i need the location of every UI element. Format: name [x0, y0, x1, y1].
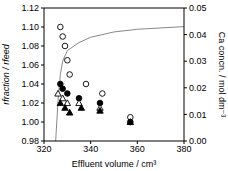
svg-text:1.04: 1.04 — [21, 79, 39, 89]
svg-text:320: 320 — [36, 144, 52, 155]
svg-text:1.12: 1.12 — [21, 3, 39, 13]
svg-text:rfraction / rfeed: rfraction / rfeed — [8, 43, 11, 105]
svg-text:0.00: 0.00 — [189, 136, 207, 146]
svg-text:0.02: 0.02 — [189, 83, 207, 93]
svg-text:0.03: 0.03 — [189, 56, 207, 66]
svg-text:1.10: 1.10 — [21, 22, 39, 32]
svg-text:0.01: 0.01 — [189, 110, 207, 120]
svg-text:0.98: 0.98 — [21, 136, 39, 146]
svg-text:1.02: 1.02 — [21, 98, 39, 108]
svg-text:0.04: 0.04 — [189, 30, 207, 40]
svg-text:Effluent volume / cm³: Effluent volume / cm³ — [72, 159, 156, 169]
svg-text:360: 360 — [130, 144, 145, 154]
svg-text:340: 340 — [83, 144, 98, 154]
svg-text:Ca concn. / mol dm⁻³: Ca concn. / mol dm⁻³ — [217, 32, 220, 117]
svg-text:1.06: 1.06 — [21, 60, 39, 70]
svg-text:0.05: 0.05 — [189, 3, 207, 13]
svg-text:380: 380 — [176, 144, 192, 155]
svg-text:1.08: 1.08 — [21, 41, 39, 51]
svg-text:1.00: 1.00 — [21, 117, 39, 127]
